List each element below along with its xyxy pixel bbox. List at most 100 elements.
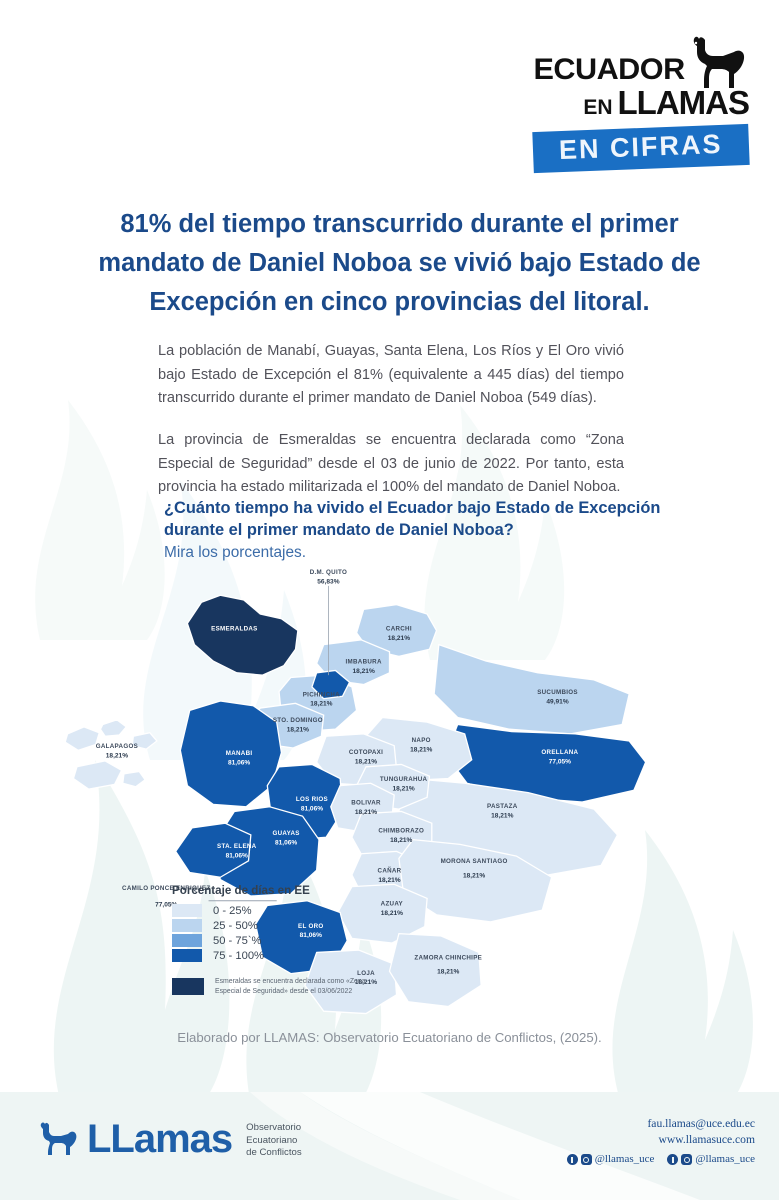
value-manabi: 81,06% (228, 759, 250, 766)
region-sucumbios (433, 643, 630, 735)
label-carchi: CARCHI (386, 626, 412, 633)
footer-swoosh-decoration (250, 1092, 700, 1200)
region-orellana (445, 723, 647, 803)
instagram-icon[interactable] (580, 1154, 592, 1166)
brand-lockup: ECUADOR EN LLAMAS EN CIFRAS (499, 36, 750, 174)
region-dm-quito (311, 669, 351, 700)
region-esmeraldas (186, 594, 299, 676)
value-sta-elena: 81,06% (226, 852, 248, 859)
map-legend: Porcentaje de días en EE 0 - 25% 25 - 50… (172, 884, 387, 998)
value-cotopaxi: 18,21% (355, 758, 377, 765)
social-handle-2[interactable]: @llamas_uce (695, 1152, 755, 1165)
tiktok-icon[interactable] (681, 1154, 693, 1166)
label-sto-domingo: STO. DOMINGO (273, 717, 323, 724)
body-copy: La población de Manabí, Guayas, Santa El… (158, 340, 624, 518)
label-imbabura: IMBABURA (346, 658, 382, 665)
label-bolivar: BOLIVAR (351, 799, 381, 806)
social-group-2: @llamas_uce (667, 1152, 755, 1168)
footer-tagline: Observatorio Ecuatoriano de Conflictos (246, 1122, 301, 1160)
value-imbabura: 18,21% (353, 668, 375, 675)
value-carchi: 18,21% (388, 635, 410, 642)
label-sucumbios: SUCUMBIOS (537, 689, 578, 696)
region-zamora-chinchipe (388, 932, 482, 1008)
brand-bottom-row: EN LLAMAS (583, 84, 750, 121)
label-manabi: MANABI (226, 750, 253, 757)
value-sto-domingo: 18,21% (287, 727, 309, 734)
value-pichincha: 18,21% (310, 701, 332, 708)
value-tungurahua: 18,21% (392, 785, 414, 792)
facebook-icon[interactable] (566, 1154, 578, 1166)
value-orellana: 77,05% (549, 758, 571, 765)
legend-item-0-25: 0 - 25% (172, 904, 387, 917)
label-tungurahua: TUNGURAHUA (380, 776, 428, 783)
contact-website[interactable]: www.llamasuce.com (658, 1133, 755, 1147)
value-canar: 18,21% (378, 877, 400, 884)
footer-contact: fau.llamas@uce.edu.ec www.llamasuce.com … (558, 1116, 755, 1168)
region-morona-santiago (398, 838, 553, 923)
label-azuay: AZUAY (381, 900, 404, 907)
page-title: 81% del tiempo transcurrido durante el p… (98, 210, 701, 316)
ecuador-choropleth-map: .low{fill:#dce8f5;} .mid{fill:#bbd5ef;} … (0, 560, 779, 1030)
label-pastaza: PASTAZA (487, 803, 518, 810)
label-los-rios: LOS RIOS (296, 796, 328, 803)
brand-llamas-text: LLAMAS (617, 84, 750, 121)
legend-swatch-75-100 (172, 949, 202, 962)
value-pastaza: 18,21% (491, 812, 513, 819)
x-icon[interactable] (667, 1154, 679, 1166)
social-group-1: @llamas_uce (566, 1152, 655, 1168)
legend-swatch-zes (172, 978, 204, 995)
chart-question: ¿Cuánto tiempo ha vivido el Ecuador bajo… (164, 499, 661, 539)
value-sucumbios: 49,91% (546, 698, 568, 705)
value-chimborazo: 18,21% (390, 837, 412, 844)
label-zamora-chinchipe: ZAMORA CHINCHIPE (414, 955, 482, 962)
value-guayas: 81,06% (275, 839, 297, 846)
label-cotopaxi: COTOPAXI (349, 749, 383, 756)
legend-item-25-50: 25 - 50% (172, 919, 387, 932)
legend-swatch-50-75 (172, 934, 202, 947)
legend-swatch-25-50 (172, 919, 202, 932)
paragraph-2: La provincia de Esmeraldas se encuentra … (158, 431, 624, 496)
legend-label-25-50: 25 - 50% (213, 919, 258, 932)
value-napo: 18,21% (410, 747, 432, 754)
brand-en-text: EN (583, 96, 613, 119)
value-zamora-chinchipe: 18,21% (437, 969, 459, 976)
value-los-rios: 81,06% (301, 805, 323, 812)
value-morona-santiago: 18,21% (463, 872, 485, 879)
brand-top-row: ECUADOR (533, 36, 749, 88)
legend-item-75-100: 75 - 100% (172, 949, 387, 962)
footer-logo-word: LLamas (87, 1116, 233, 1161)
footer-logo: LLamas Observatorio Ecuatoriano de Confl… (38, 1118, 302, 1160)
social-handle-1[interactable]: @llamas_uce (594, 1152, 655, 1165)
label-orellana: ORELLANA (541, 749, 578, 756)
source-credit: Elaborado por LLAMAS: Observatorio Ecuat… (177, 1030, 602, 1045)
label-pichincha: PICHINCHA (303, 691, 340, 698)
legend-title: Porcentaje de días en EE (172, 884, 310, 897)
label-esmeraldas: ESMERALDAS (211, 626, 257, 633)
llama-icon (693, 36, 745, 88)
legend-swatch-0-25 (172, 904, 202, 917)
brand-ecuador-text: ECUADOR (533, 52, 685, 86)
llama-icon (40, 1122, 77, 1155)
region-carchi (355, 603, 438, 658)
legend-item-50-75: 50 - 75`% (172, 934, 387, 947)
value-galapagos: 18,21% (106, 752, 128, 759)
value-bolivar: 18,21% (355, 809, 377, 816)
chart-subtitle: Mira los porcentajes. (164, 544, 306, 562)
label-galapagos: GALAPAGOS (96, 743, 138, 750)
footer: LLamas Observatorio Ecuatoriano de Confl… (0, 1092, 779, 1200)
paragraph-1: La población de Manabí, Guayas, Santa El… (158, 343, 624, 407)
value-dm-quito: 56,83% (317, 579, 339, 586)
label-chimborazo: CHIMBORAZO (378, 828, 424, 835)
legend-label-0-25: 0 - 25% (213, 904, 252, 917)
label-napo: NAPO (412, 737, 431, 744)
en-cifras-label: EN CIFRAS (558, 128, 724, 166)
value-azuay: 18,21% (381, 910, 403, 917)
chart-heading: ¿Cuánto tiempo ha vivido el Ecuador bajo… (164, 498, 719, 562)
label-dm-quito: D.M. QUITO (310, 569, 347, 576)
en-cifras-banner: EN CIFRAS (532, 123, 750, 174)
legend-label-50-75: 50 - 75`% (213, 934, 262, 947)
contact-email[interactable]: fau.llamas@uce.edu.ec (647, 1117, 755, 1130)
label-canar: CAÑAR (378, 868, 402, 875)
label-sta-elena: STA. ELENA (217, 843, 257, 850)
